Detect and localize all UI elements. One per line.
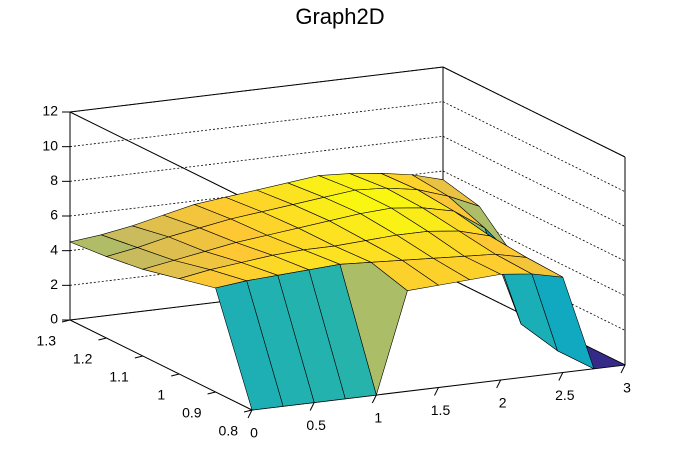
surface-cell bbox=[215, 280, 284, 411]
y-tick-label: 1.2 bbox=[73, 351, 93, 367]
y-tick-label: 0.8 bbox=[219, 423, 239, 439]
z-tick-label: 10 bbox=[42, 137, 58, 153]
y-tick bbox=[243, 409, 253, 413]
box-edge bbox=[69, 319, 253, 411]
x-tick bbox=[247, 409, 253, 419]
y-tick bbox=[134, 355, 143, 359]
grid-line bbox=[442, 101, 626, 193]
grid-line bbox=[442, 170, 626, 262]
x-tick-label: 2.5 bbox=[555, 387, 575, 403]
z-tick-label: 6 bbox=[50, 207, 58, 223]
y-tick bbox=[61, 319, 71, 323]
x-tick bbox=[558, 372, 564, 381]
x-tick-label: 1 bbox=[374, 410, 382, 426]
y-tick-label: 1 bbox=[157, 387, 165, 403]
grid-line bbox=[69, 135, 444, 182]
x-tick-label: 0.5 bbox=[306, 417, 326, 433]
grid-line bbox=[69, 101, 444, 148]
y-tick-label: 0.9 bbox=[182, 405, 202, 421]
box-edge bbox=[69, 111, 253, 203]
x-tick bbox=[496, 379, 502, 389]
grid-line bbox=[442, 135, 626, 227]
x-tick-label: 3 bbox=[623, 380, 631, 396]
box-edge bbox=[442, 66, 626, 158]
x-tick-label: 2 bbox=[499, 395, 507, 411]
box-edge bbox=[69, 66, 444, 113]
y-tick-label: 1.1 bbox=[109, 369, 129, 385]
x-tick bbox=[620, 364, 626, 374]
z-tick-label: 8 bbox=[50, 172, 58, 188]
chart-title: Graph2D bbox=[295, 4, 384, 29]
z-tick-label: 2 bbox=[50, 276, 58, 292]
z-tick-label: 4 bbox=[50, 241, 58, 257]
x-tick-label: 1.5 bbox=[431, 402, 451, 418]
x-tick bbox=[371, 394, 377, 404]
y-tick-label: 1.3 bbox=[37, 333, 57, 349]
y-tick bbox=[98, 337, 107, 341]
x-tick bbox=[309, 402, 315, 411]
y-tick bbox=[207, 391, 216, 395]
z-tick-label: 0 bbox=[50, 311, 58, 327]
x-tick-label: 0 bbox=[250, 425, 258, 441]
y-tick bbox=[171, 373, 180, 377]
x-tick bbox=[434, 387, 439, 396]
z-tick-label: 12 bbox=[42, 103, 58, 119]
